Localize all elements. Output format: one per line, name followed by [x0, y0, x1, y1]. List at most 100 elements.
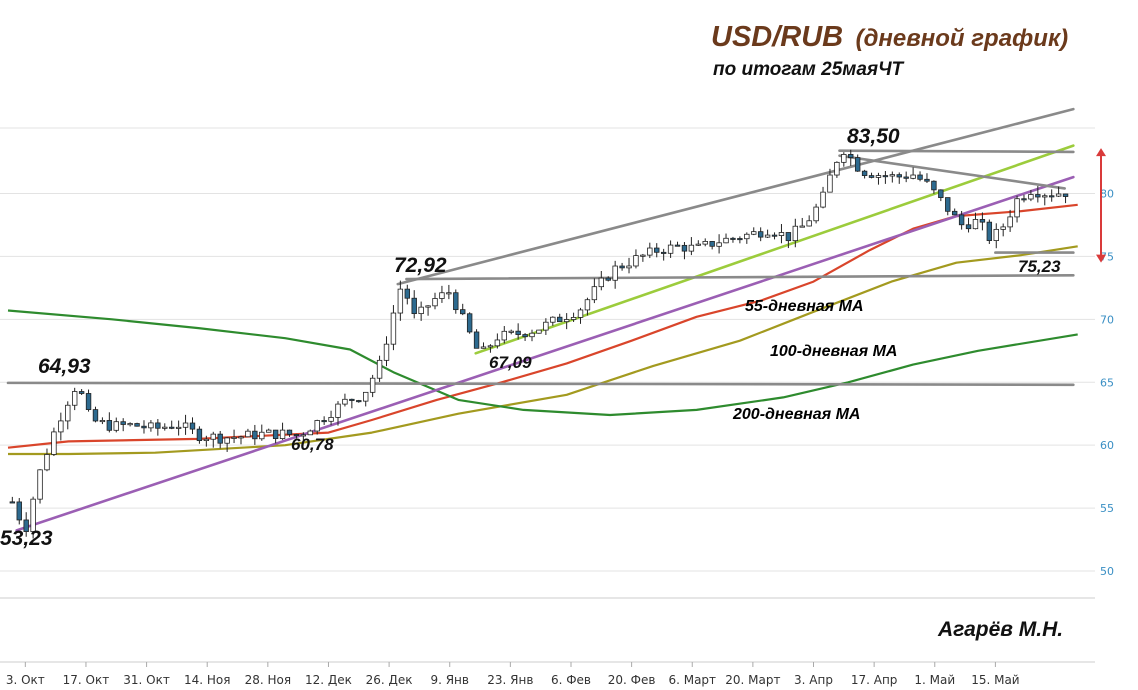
- candle: [827, 168, 833, 193]
- candle-body: [570, 317, 577, 320]
- candle: [508, 329, 514, 335]
- candle: [168, 420, 175, 430]
- candle-body: [979, 219, 986, 223]
- candle: [30, 496, 36, 539]
- candle-body: [44, 454, 50, 471]
- candle-body: [175, 426, 182, 429]
- trendline-0: [15, 175, 1075, 532]
- candle: [834, 161, 840, 178]
- candle: [279, 422, 286, 440]
- candle: [681, 242, 688, 260]
- candle-body: [162, 426, 168, 429]
- candle-body: [37, 469, 43, 500]
- candle: [383, 336, 390, 367]
- candle: [411, 290, 417, 319]
- candle: [965, 217, 972, 233]
- candle-body: [557, 316, 563, 323]
- candle: [792, 218, 799, 248]
- candle: [175, 420, 182, 436]
- candlesticks: [9, 149, 1069, 539]
- candle: [1048, 189, 1055, 202]
- price-label: 83,50: [847, 125, 900, 148]
- x-tick-label: 6. Фев: [551, 673, 591, 687]
- x-tick-label: 20. Март: [725, 673, 780, 687]
- candle-body: [917, 174, 923, 180]
- candle: [342, 393, 348, 407]
- price-label: 72,92: [394, 254, 447, 277]
- candle-body: [266, 429, 272, 433]
- candle: [286, 429, 293, 437]
- candle-body: [120, 421, 126, 425]
- candle-body: [626, 265, 632, 269]
- candle-body: [65, 404, 71, 422]
- candle-body: [702, 241, 708, 245]
- x-tick-label: 20. Фев: [608, 673, 656, 687]
- candle: [58, 412, 64, 441]
- candle: [702, 238, 708, 247]
- candle-body: [134, 423, 140, 427]
- range-arrow: [1096, 148, 1106, 263]
- candle-body: [9, 501, 16, 504]
- candle-body: [168, 426, 175, 429]
- candle-body: [737, 238, 743, 241]
- candle-body: [605, 277, 611, 281]
- candle-body: [356, 400, 362, 403]
- candle-body: [910, 174, 916, 179]
- candle: [654, 243, 660, 258]
- candle-body: [286, 429, 293, 435]
- candle: [314, 419, 320, 435]
- candle: [9, 496, 16, 504]
- candle: [577, 307, 584, 324]
- candle: [515, 323, 521, 340]
- author-signature: Агарёв М.Н.: [937, 618, 1063, 641]
- candle-body: [723, 237, 729, 244]
- candle-body: [231, 436, 237, 439]
- candle-body: [633, 255, 639, 267]
- candle: [196, 426, 203, 444]
- candle-body: [660, 251, 667, 254]
- x-tick-label: 26. Дек: [366, 673, 413, 687]
- candle: [37, 469, 43, 504]
- candle: [148, 420, 154, 432]
- candle: [1028, 189, 1034, 202]
- candle-body: [1000, 226, 1006, 230]
- candle-body: [71, 391, 78, 406]
- candle: [210, 431, 216, 448]
- candle: [667, 240, 674, 258]
- candle-body: [778, 232, 785, 236]
- x-tick-label: 3. Окт: [6, 673, 45, 687]
- candle: [889, 171, 896, 183]
- candle-body: [515, 330, 521, 335]
- candle-body: [757, 231, 764, 238]
- x-axis: 3. Окт 17. Окт 31. Окт 14. Ноя 28. Ноя 12. Де…: [6, 662, 1020, 687]
- candle: [356, 399, 362, 403]
- candle: [647, 242, 653, 259]
- ma100-label: 100-дневная MA: [770, 343, 897, 360]
- candle: [113, 417, 119, 433]
- candle-body: [584, 299, 591, 311]
- candle: [660, 248, 667, 261]
- candle: [1035, 185, 1041, 203]
- candle: [924, 173, 930, 183]
- y-tick-label: 70: [1100, 313, 1114, 326]
- x-tick-label: 1. Май: [914, 673, 955, 687]
- x-tick-label: 23. Янв: [487, 673, 533, 687]
- price-label: 67,09: [489, 353, 532, 372]
- candle: [709, 240, 715, 250]
- candle-body: [1014, 198, 1020, 218]
- x-tick-label: 9. Янв: [430, 673, 469, 687]
- y-tick-label: 50: [1100, 565, 1114, 578]
- y-tick-label: 60: [1100, 439, 1114, 452]
- candle-body: [453, 292, 459, 311]
- price-annotations: 53,23 64,93 60,78 72,92 67,09 83,50 75,23: [0, 125, 1061, 550]
- candle: [841, 152, 847, 167]
- ma200-label: 200-дневная MA: [732, 406, 860, 423]
- candle-body: [612, 265, 618, 281]
- candle: [182, 414, 189, 435]
- candle-body: [667, 244, 674, 254]
- candle-body: [889, 174, 896, 177]
- candle: [266, 428, 272, 433]
- price-label: 60,78: [291, 435, 334, 454]
- candle: [570, 312, 577, 322]
- candle-body: [1035, 194, 1041, 198]
